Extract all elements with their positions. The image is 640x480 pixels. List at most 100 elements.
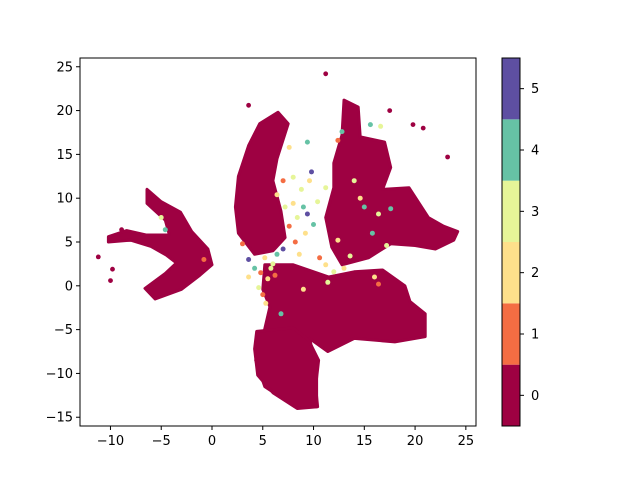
y-tick-label: 20 [56, 104, 73, 119]
scatter-point [361, 204, 367, 210]
scatter-point [341, 265, 347, 271]
scatter-point [294, 215, 300, 220]
y-tick-label: −15 [46, 411, 73, 426]
scatter-point [240, 241, 245, 247]
colorbar-tick-label: 2 [531, 266, 539, 281]
scatter-point [286, 144, 292, 150]
outlier-point [420, 125, 426, 131]
scatter-point [304, 139, 310, 145]
x-tick-label: 25 [458, 434, 475, 449]
scatter-point [369, 230, 375, 236]
colorbar-segment [502, 180, 520, 242]
x-tick-label: −10 [97, 434, 124, 449]
y-tick-label: −10 [46, 367, 73, 382]
scatter-point [323, 262, 329, 268]
x-tick-label: 20 [407, 434, 424, 449]
scatter-point [335, 237, 341, 243]
outlier-point [95, 254, 101, 260]
scatter-point [309, 169, 314, 175]
scatter-point [384, 243, 390, 248]
colorbar-segment [502, 119, 520, 181]
scatter-point [201, 257, 207, 262]
scatter-point [388, 206, 394, 212]
x-tick-label: 5 [259, 434, 267, 449]
scatter-point [357, 195, 363, 201]
scatter-point [274, 251, 280, 257]
scatter-point [347, 253, 353, 259]
x-tick-label: −5 [152, 434, 171, 449]
scatter-point [311, 222, 316, 227]
scatter-point [265, 276, 271, 282]
cluster-left-wing [106, 187, 214, 301]
y-tick-label: 0 [65, 279, 73, 294]
y-tick-label: −5 [54, 323, 73, 338]
scatter-point [262, 255, 268, 261]
outlier-point [323, 71, 329, 77]
cluster-bottom-lobe [253, 326, 321, 410]
plot-area [95, 71, 460, 410]
y-tick-label: 5 [65, 236, 73, 251]
scatter-point [302, 230, 308, 236]
scatter-point [290, 200, 296, 206]
y-tick-label: 25 [56, 60, 73, 75]
colorbar-tick-label: 1 [531, 328, 539, 343]
scatter-point [298, 186, 304, 192]
scatter-point [376, 211, 381, 217]
scatter-point [296, 251, 302, 257]
colorbar-tick-label: 4 [531, 144, 539, 159]
scatter-point [280, 178, 286, 184]
cluster-right-wing [324, 98, 460, 267]
scatter-point [252, 265, 258, 271]
colorbar-segment [502, 58, 520, 120]
cluster-center-column [233, 110, 290, 256]
scatter-point [300, 286, 306, 292]
scatter-point [158, 215, 164, 220]
data-marks [95, 71, 460, 410]
scatter-point [278, 311, 284, 317]
outlier-point [445, 154, 450, 160]
scatter-point [246, 274, 252, 280]
scatter-point [378, 123, 384, 129]
colorbar-tick-label: 0 [531, 389, 539, 404]
scatter-point [274, 192, 280, 198]
scatter-point [307, 178, 312, 184]
scatter-point [372, 274, 377, 280]
scatter-point [331, 269, 337, 275]
colorbar-segment [502, 364, 520, 426]
x-axis: −10 −5 0 5 10 15 20 25 [97, 426, 474, 449]
x-tick-label: 15 [356, 434, 373, 449]
scatter-point [317, 255, 323, 261]
x-tick-label: 0 [208, 434, 216, 449]
colorbar-segment [502, 242, 520, 304]
scatter-point [315, 199, 321, 205]
scatter-point [325, 279, 331, 285]
scatter-point [270, 261, 276, 267]
outlier-point [119, 227, 124, 233]
scatter-point [162, 227, 168, 233]
outlier-point [387, 108, 393, 113]
scatter-point [323, 185, 329, 191]
scatter-point [290, 174, 296, 180]
scatter-point [282, 204, 288, 210]
y-axis: −15 −10 −5 0 5 10 15 20 25 [46, 60, 80, 426]
scatter-point [367, 122, 373, 128]
scatter-point [263, 300, 269, 306]
scatter-point [268, 265, 274, 271]
scatter-point [351, 178, 357, 184]
scatter-point [335, 137, 341, 143]
scatter-point [260, 292, 266, 298]
scatter-point [376, 281, 381, 287]
x-tick-label: 10 [305, 434, 322, 449]
scatter-point [246, 257, 252, 262]
scatter-point [286, 223, 292, 229]
colorbar-tick-label: 5 [531, 82, 539, 97]
scatter-point [258, 270, 264, 276]
scatter-point [292, 239, 298, 245]
y-tick-label: 10 [56, 192, 73, 207]
scatter-point [256, 285, 262, 291]
outlier-point [110, 266, 115, 272]
y-tick-label: 15 [56, 148, 73, 163]
scatter-point [300, 204, 306, 210]
scatter-point [272, 272, 278, 278]
